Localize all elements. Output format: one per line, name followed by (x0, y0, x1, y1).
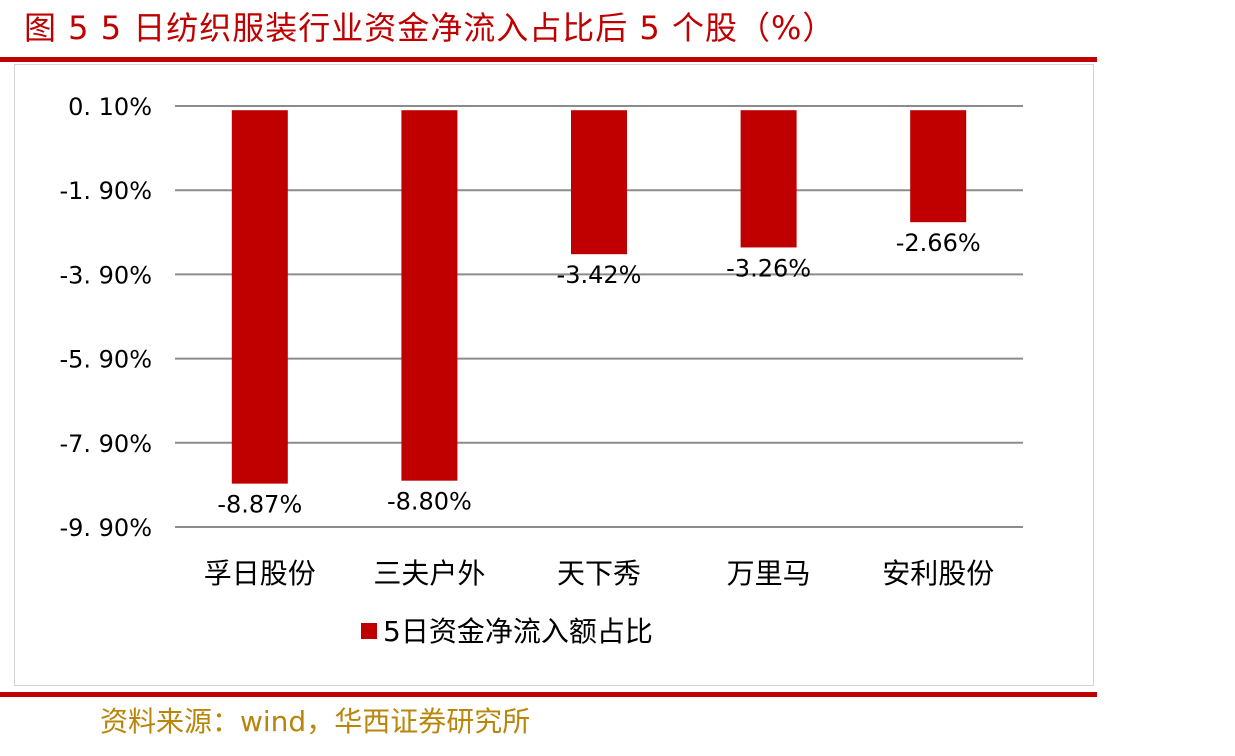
bar-chart: 0. 10% -1. 90% -3. 90% -5. 90% -7. 90% -9. 90… (59, 93, 1023, 648)
source-note: 资料来源：wind，华西证券研究所 (100, 705, 531, 738)
y-tick-label: -3. 90% (59, 261, 152, 289)
bar (910, 110, 967, 223)
y-tick-label: -1. 90% (59, 177, 152, 205)
category-labels: 孚日股份 三夫户外 天下秀 万里马 安利股份 (204, 557, 994, 590)
bar (571, 110, 627, 255)
source-rule (0, 692, 1097, 697)
y-tick-label: -7. 90% (59, 430, 152, 458)
figure-title: 图 5 5 日纺织服装行业资金净流入占比后 5 个股（%） (24, 9, 836, 47)
y-tick-label: -9. 90% (59, 514, 152, 542)
category-label: 安利股份 (882, 557, 994, 590)
data-label: -8.80% (387, 488, 472, 516)
category-label: 三夫户外 (373, 557, 485, 590)
data-label: -3.26% (726, 254, 811, 282)
y-tick-label: -5. 90% (59, 346, 152, 374)
grid-lines (175, 105, 1023, 528)
data-label: -8.87% (217, 491, 302, 519)
data-label: -2.66% (896, 229, 981, 257)
bar (231, 110, 288, 484)
data-label: -3.42% (557, 261, 642, 289)
legend-label: 5日资金净流入额占比 (383, 615, 653, 648)
legend-swatch (361, 623, 377, 639)
legend: 5日资金净流入额占比 (361, 615, 653, 648)
category-label: 孚日股份 (204, 557, 316, 590)
title-rule (0, 57, 1097, 62)
category-label: 万里马 (727, 557, 811, 590)
bar (401, 110, 458, 481)
bar (740, 110, 797, 248)
y-axis-tick-labels: 0. 10% -1. 90% -3. 90% -5. 90% -7. 90% -9. 90… (59, 93, 152, 542)
chart-frame: 0. 10% -1. 90% -3. 90% -5. 90% -7. 90% -9. 90… (14, 64, 1094, 686)
data-labels: -8.87% -8.80% -3.42% -3.26% -2.66% (217, 229, 980, 518)
y-tick-label: 0. 10% (68, 93, 152, 121)
category-label: 天下秀 (557, 557, 641, 590)
bars (231, 110, 967, 484)
